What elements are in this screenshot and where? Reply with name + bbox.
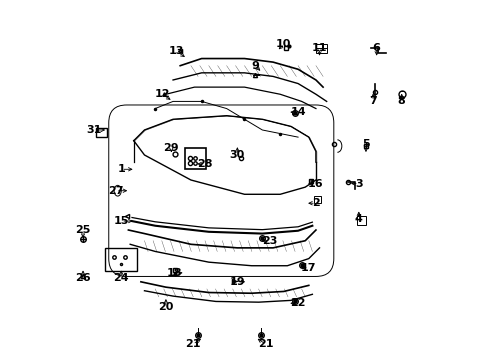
Text: 12: 12 <box>154 89 170 99</box>
Text: 23: 23 <box>261 236 277 246</box>
Text: 26: 26 <box>75 273 91 283</box>
Text: 28: 28 <box>197 159 212 169</box>
Text: 30: 30 <box>229 150 244 160</box>
Text: 29: 29 <box>163 143 179 153</box>
Text: 21: 21 <box>258 339 273 349</box>
Text: 1: 1 <box>117 164 125 174</box>
Text: 10: 10 <box>276 39 291 49</box>
Text: 17: 17 <box>301 262 316 273</box>
Bar <box>105 248 137 271</box>
Text: 18: 18 <box>167 268 182 278</box>
Text: 31: 31 <box>86 125 101 135</box>
Text: 20: 20 <box>158 302 173 312</box>
Bar <box>356 216 365 225</box>
Text: 11: 11 <box>311 43 326 53</box>
Text: 8: 8 <box>397 96 405 107</box>
Bar <box>315 44 326 53</box>
Text: 16: 16 <box>307 179 323 189</box>
Text: 6: 6 <box>372 43 380 53</box>
Text: 9: 9 <box>251 61 259 71</box>
Text: 14: 14 <box>290 107 305 117</box>
Bar <box>184 148 206 169</box>
Text: 2: 2 <box>311 198 319 208</box>
Text: 22: 22 <box>290 298 305 308</box>
Text: 24: 24 <box>113 273 129 283</box>
Text: 4: 4 <box>354 214 362 224</box>
Bar <box>313 196 320 203</box>
Text: 27: 27 <box>108 186 123 196</box>
Text: 15: 15 <box>113 216 129 226</box>
Text: 19: 19 <box>229 277 244 287</box>
Text: 3: 3 <box>354 179 362 189</box>
Text: 13: 13 <box>168 46 184 57</box>
Text: 5: 5 <box>362 139 369 149</box>
Bar <box>96 128 107 137</box>
Text: 7: 7 <box>368 96 376 107</box>
Text: 21: 21 <box>184 339 200 349</box>
Text: 25: 25 <box>75 225 91 235</box>
